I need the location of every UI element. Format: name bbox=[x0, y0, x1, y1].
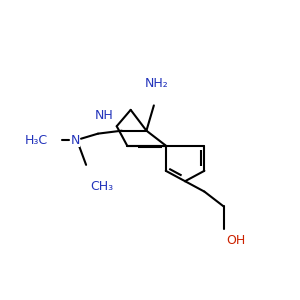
Text: CH₃: CH₃ bbox=[91, 180, 114, 193]
Text: NH: NH bbox=[95, 109, 114, 122]
Text: N: N bbox=[70, 134, 80, 147]
Text: H₃C: H₃C bbox=[24, 134, 47, 147]
Text: NH₂: NH₂ bbox=[145, 77, 169, 90]
Text: OH: OH bbox=[227, 234, 246, 247]
